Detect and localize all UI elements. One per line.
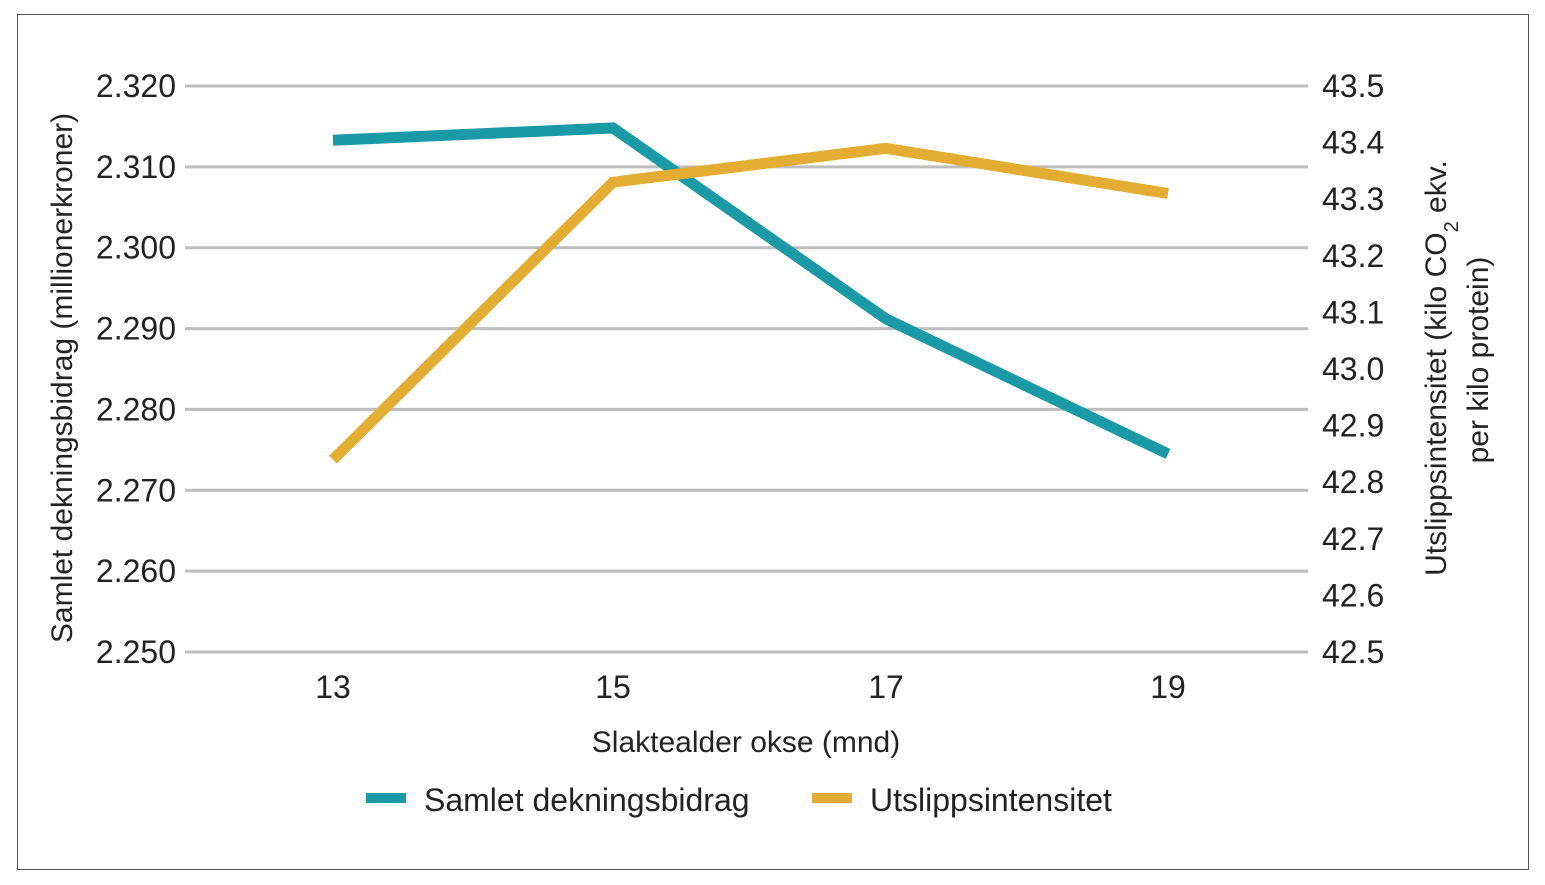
x-tick-label: 13 [315,669,351,705]
x-tick-label: 17 [868,669,904,705]
y-left-tick-label: 2.280 [96,391,176,427]
series-line-samlet-dekningsbidrag [332,122,1171,459]
y-right-tick-label: 43.5 [1322,68,1384,104]
y-right-tick-label: 43.1 [1322,294,1384,330]
x-axis-ticks: 13 15 17 19 [315,669,1186,705]
y-left-tick-label: 2.270 [96,472,176,508]
x-axis-title: Slaktealder okse (mnd) [592,726,900,759]
y-axis-right-title-line1: Utslippsintensitet (kilo CO2 ekv. [1420,160,1463,576]
chart-frame [17,14,1529,870]
gridlines [185,84,1308,654]
x-tick-label: 19 [1150,669,1186,705]
y-left-tick-label: 2.320 [96,68,176,104]
y-left-tick-label: 2.300 [96,230,176,266]
legend-label-utslipp: Utslippsintensitet [870,782,1112,818]
y-left-tick-label: 2.290 [96,311,176,347]
series-lines [329,122,1171,464]
y-right-tick-label: 43.0 [1322,351,1384,387]
legend-label-samlet: Samlet dekningsbidrag [424,782,750,818]
y-right-tick-label: 42.7 [1322,521,1384,557]
y-left-tick-label: 2.260 [96,553,176,589]
y-right-tick-label: 43.3 [1322,181,1384,217]
y-right-tick-label: 43.4 [1322,125,1384,161]
y-right-tick-label: 42.9 [1322,408,1384,444]
y-axis-left-title: Samlet dekningsbidrag (millionerkroner) [46,113,79,643]
y-axis-right-ticks: 43.5 43.4 43.3 43.2 43.1 43.0 42.9 42.8 42.7 42.6… [1322,68,1384,670]
y-axis-right-title-line2: per kilo protein) [1462,257,1495,464]
y-right-tick-label: 42.5 [1322,634,1384,670]
y-left-tick-label: 2.310 [96,149,176,185]
y-right-tick-label: 42.8 [1322,464,1384,500]
series-line-utslippsintensitet [329,142,1169,464]
legend: Samlet dekningsbidrag Utslippsintensitet [366,782,1112,818]
y-axis-left-ticks: 2.320 2.310 2.300 2.290 2.280 2.270 2.260 2.250 [96,68,176,670]
y-left-tick-label: 2.250 [96,634,176,670]
x-tick-label: 15 [595,669,631,705]
y-right-tick-label: 42.6 [1322,577,1384,613]
y-right-tick-label: 43.2 [1322,238,1384,274]
